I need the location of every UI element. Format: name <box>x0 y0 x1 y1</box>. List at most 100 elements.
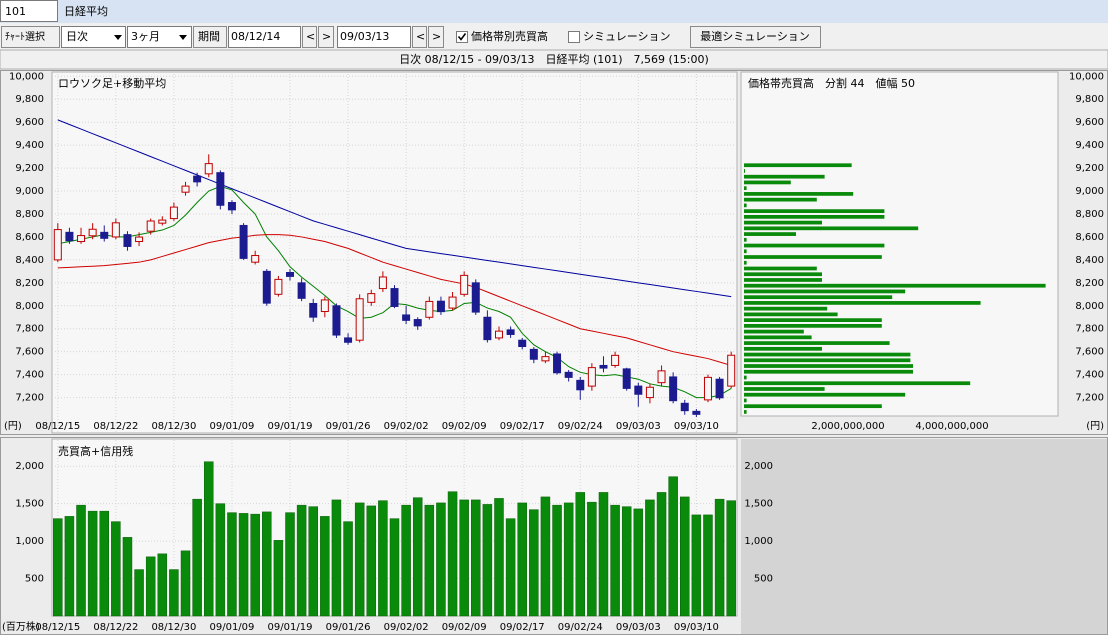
chart-select-label: ﾁｬｰﾄ選択 <box>5 30 45 43</box>
y-tick-label: 1,000 <box>744 536 773 547</box>
chart-title: 価格帯売買高 分割 44 値幅 50 <box>748 76 915 90</box>
end-date: 09/03/13 <box>340 30 389 43</box>
y-tick-label: 9,400 <box>15 140 44 151</box>
candle-body <box>216 172 225 206</box>
candle-body <box>669 376 678 402</box>
y-tick-label: 8,200 <box>15 278 44 289</box>
next-label: > <box>322 30 331 43</box>
chart-select-button[interactable] <box>1 26 60 48</box>
volume-bar <box>320 516 330 617</box>
volume-bar <box>331 499 342 617</box>
next-button[interactable] <box>318 26 334 48</box>
candle-body <box>506 329 515 335</box>
histogram-bar <box>744 255 882 259</box>
chart-title: 売買高+信用残 <box>58 444 133 458</box>
volume-bar <box>691 514 702 617</box>
histogram-bar <box>744 237 747 242</box>
volume-bar <box>262 511 272 617</box>
histogram-bar <box>744 369 913 374</box>
volume-bar <box>99 510 109 617</box>
histogram-bar <box>744 174 825 179</box>
volume-bar <box>471 499 481 617</box>
y-tick-label: 10,000 <box>1069 71 1104 82</box>
x-tick-label: 09/02/24 <box>558 622 603 633</box>
histogram-bar <box>744 323 882 328</box>
dropdown-arrow <box>114 35 122 40</box>
period-label: 期間 <box>198 30 220 43</box>
y-tick-label: 7,800 <box>15 324 44 335</box>
interval-select[interactable] <box>61 26 126 48</box>
y-tick-label: 10,000 <box>9 71 44 82</box>
y-tick-label: 2,000 <box>15 461 44 472</box>
x-tick-label: 08/12/30 <box>151 622 196 633</box>
optimal-button[interactable] <box>690 26 821 48</box>
histogram-bar <box>744 301 981 305</box>
y-tick-label: 9,800 <box>1075 94 1104 105</box>
candle-body <box>390 288 399 307</box>
candle-body <box>193 175 202 183</box>
volume-bar <box>157 553 168 617</box>
candle-body <box>88 228 97 237</box>
volume-bar <box>575 492 586 617</box>
candle-body <box>657 370 666 384</box>
prev-button[interactable] <box>302 26 317 48</box>
volume-bar <box>668 476 678 617</box>
histogram-bar <box>744 387 825 391</box>
y-tick-label: 1,000 <box>15 536 44 547</box>
candle-body <box>448 296 457 309</box>
y-tick-label: 8,400 <box>15 255 44 266</box>
y-tick-label: 2,000 <box>744 461 773 472</box>
candle-body <box>239 224 248 259</box>
candle-body <box>169 206 178 220</box>
y-tick-label: 9,200 <box>1075 163 1104 174</box>
candle-body <box>204 163 213 175</box>
end-date-input[interactable] <box>337 26 411 48</box>
candle-body <box>436 300 445 313</box>
candle-body <box>634 385 643 395</box>
volume-bar <box>192 498 202 617</box>
x-tick-label: 09/03/03 <box>616 622 661 633</box>
volume-bar <box>633 508 644 617</box>
range-select[interactable] <box>127 26 192 48</box>
volume-bar <box>645 499 655 617</box>
histogram-bar <box>744 203 747 208</box>
volume-bar <box>111 521 121 617</box>
histogram-bar <box>744 364 913 368</box>
x-tick-label: 09/01/09 <box>209 421 254 432</box>
chart-title: ロウソク足+移動平均 <box>58 76 166 90</box>
candle-body <box>274 278 283 295</box>
histogram-bar <box>744 197 817 202</box>
volume-side-area <box>741 439 1107 634</box>
volume-bar <box>366 505 377 617</box>
period-button[interactable] <box>193 26 227 48</box>
histogram-bar <box>744 283 1046 288</box>
next-button[interactable] <box>428 26 444 48</box>
start-date-input[interactable] <box>228 26 301 48</box>
volume-bar <box>494 498 504 617</box>
prev-label: < <box>416 30 425 43</box>
code-text: 101 <box>5 5 26 18</box>
volume-bar <box>238 513 249 617</box>
x-tick-label: 09/01/19 <box>268 421 313 432</box>
histogram-bar <box>744 329 804 334</box>
checkbox[interactable] <box>568 31 580 43</box>
histogram-bar <box>744 398 747 403</box>
volume-bar <box>587 501 597 617</box>
y-tick-label: 7,400 <box>15 370 44 381</box>
prev-button[interactable] <box>412 26 427 48</box>
candle-body <box>111 222 120 238</box>
candle-body <box>494 330 503 339</box>
y-tick-label: 8,800 <box>15 209 44 220</box>
volume-bar <box>680 496 690 617</box>
y-unit: (百万株) <box>2 620 40 633</box>
volume-bar <box>656 492 667 617</box>
candle-body <box>692 410 701 415</box>
start-date: 08/12/14 <box>231 30 280 43</box>
code-input[interactable] <box>0 0 58 22</box>
candle-body <box>262 270 271 304</box>
candle-body <box>158 219 167 224</box>
stock-name: 日経平均 <box>64 5 108 18</box>
histogram-bar <box>744 180 791 185</box>
volume-bar <box>505 518 516 617</box>
volume-bar <box>378 500 388 617</box>
